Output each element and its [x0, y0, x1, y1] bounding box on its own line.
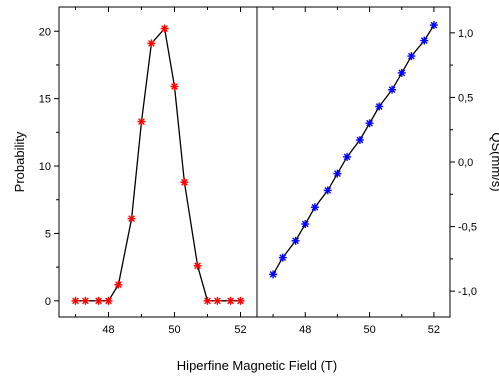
right-data-point — [310, 203, 319, 212]
left-y-tick-label: 10 — [39, 161, 51, 173]
left-data-point — [71, 296, 80, 305]
left-y-tick-label: 20 — [39, 26, 51, 38]
left-y-tick-label: 15 — [39, 94, 51, 106]
x-axis-label: Hiperfine Magnetic Field (T) — [177, 358, 337, 373]
left-data-point — [81, 296, 90, 305]
left-series-line — [75, 27, 241, 302]
left-data-point — [137, 117, 146, 126]
right-y-tick-label: -0,5 — [458, 222, 477, 234]
left-x-tick-label: 50 — [168, 324, 180, 336]
left-data-point — [226, 296, 235, 305]
right-data-point — [388, 85, 397, 94]
right-data-point — [333, 169, 342, 178]
right-data-point — [420, 36, 429, 45]
left-data-point — [236, 296, 245, 305]
right-data-point — [291, 236, 300, 245]
left-data-point — [114, 280, 123, 289]
left-y-tick-label: 0 — [45, 296, 51, 308]
right-y-tick-label: 0,5 — [458, 92, 473, 104]
left-data-point — [203, 296, 212, 305]
left-data-point — [94, 296, 103, 305]
left-y-axis-label: Probability — [12, 131, 27, 192]
right-data-point — [343, 152, 352, 161]
right-data-point — [323, 186, 332, 195]
left-data-point — [193, 261, 202, 270]
left-data-point — [104, 296, 113, 305]
right-y-tick-label: 0,0 — [458, 157, 473, 169]
right-panel: 48 50 52 -1,0 -0,5 0,0 0,5 1,0 QS(mm/s) — [256, 6, 499, 336]
left-data-point — [180, 178, 189, 187]
left-data-point — [147, 39, 156, 48]
right-y-tick-label: 1,0 — [458, 28, 473, 40]
left-data-point — [170, 82, 179, 91]
right-data-point — [269, 270, 278, 279]
right-x-tick-label: 52 — [428, 324, 440, 336]
right-axis-frame — [256, 6, 451, 318]
right-data-point — [397, 68, 406, 77]
right-y-tick-label: -1,0 — [458, 286, 477, 298]
right-data-point — [355, 136, 364, 145]
right-data-point — [278, 253, 287, 262]
right-data-point — [429, 21, 438, 30]
left-axis-frame — [58, 6, 258, 318]
right-series-line — [272, 24, 435, 275]
right-x-tick-label: 48 — [299, 324, 311, 336]
right-data-point — [375, 102, 384, 111]
left-data-point — [160, 24, 169, 33]
right-data-point — [365, 119, 374, 128]
left-x-tick-label: 52 — [234, 324, 246, 336]
left-y-tick-label: 5 — [45, 228, 51, 240]
right-y-axis-label: QS(mm/s) — [489, 132, 499, 191]
right-data-point — [407, 52, 416, 61]
left-data-point — [213, 296, 222, 305]
left-data-point — [127, 214, 136, 223]
right-x-tick-label: 50 — [363, 324, 375, 336]
left-panel: 48 50 52 0 5 10 15 20 Probability — [12, 6, 258, 336]
right-data-point — [301, 220, 310, 228]
left-x-tick-label: 48 — [102, 324, 114, 336]
